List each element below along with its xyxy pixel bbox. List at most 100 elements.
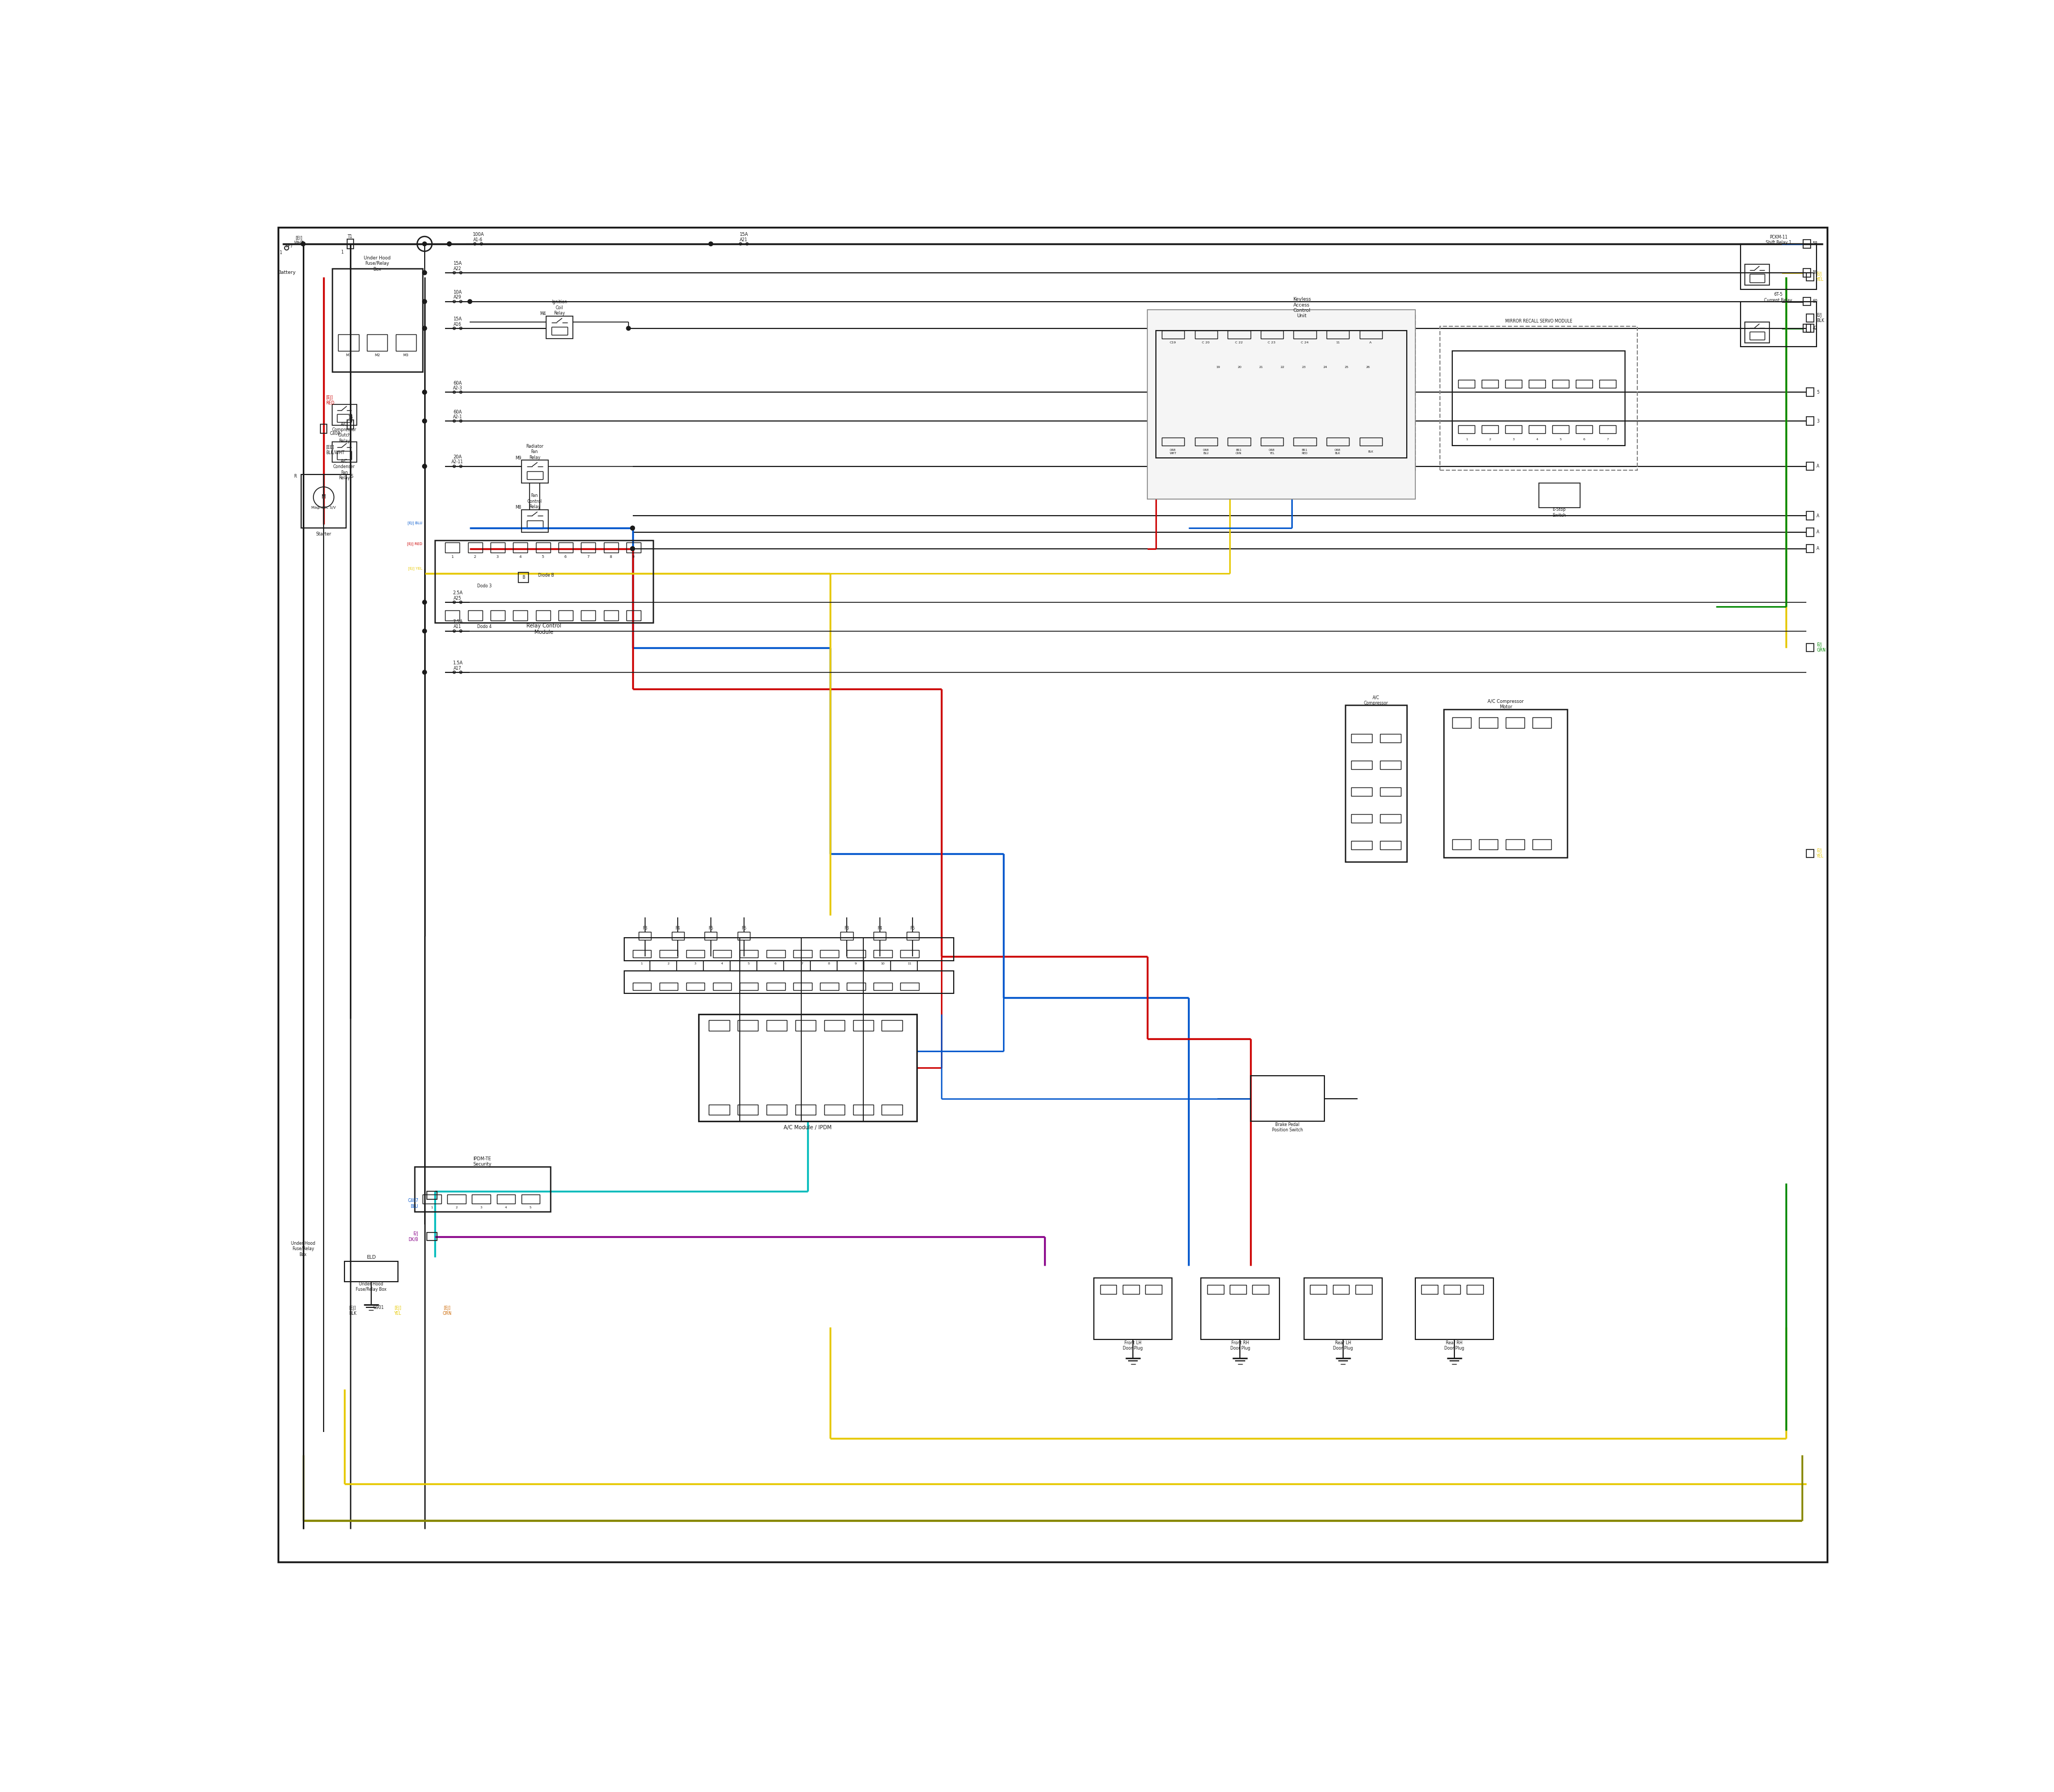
- Bar: [518, 573, 528, 582]
- Bar: [1339, 421, 1354, 430]
- Bar: [345, 1262, 398, 1281]
- Text: 3: 3: [1512, 439, 1514, 441]
- Circle shape: [423, 271, 427, 274]
- Bar: [900, 950, 918, 957]
- Text: 1: 1: [279, 251, 281, 254]
- Bar: [705, 932, 717, 941]
- Text: Diode B: Diode B: [538, 573, 555, 577]
- Text: F3: F3: [844, 926, 848, 930]
- Bar: [1380, 762, 1401, 769]
- Bar: [1380, 735, 1401, 742]
- Bar: [1189, 314, 1415, 471]
- Bar: [739, 950, 758, 957]
- Text: F6: F6: [741, 926, 746, 930]
- Bar: [1421, 1285, 1438, 1294]
- Bar: [1805, 314, 1814, 323]
- Circle shape: [423, 391, 427, 394]
- Bar: [1304, 1278, 1382, 1339]
- Text: Fan
Control
Relay: Fan Control Relay: [528, 493, 542, 509]
- Bar: [1805, 272, 1814, 281]
- Bar: [793, 950, 811, 957]
- Text: 25: 25: [1345, 366, 1349, 369]
- Bar: [1206, 348, 1391, 446]
- Circle shape: [423, 391, 427, 394]
- Bar: [1360, 330, 1382, 339]
- Text: R: R: [294, 475, 298, 478]
- Bar: [491, 543, 505, 552]
- Text: 2: 2: [1489, 439, 1491, 441]
- Text: 3: 3: [481, 1206, 483, 1210]
- Circle shape: [448, 242, 452, 246]
- Text: M3: M3: [403, 353, 409, 357]
- Bar: [824, 1104, 844, 1115]
- Bar: [1479, 839, 1497, 849]
- Circle shape: [423, 299, 427, 303]
- Bar: [1294, 330, 1317, 339]
- Text: M1: M1: [345, 353, 351, 357]
- Circle shape: [468, 299, 472, 303]
- Text: A2-11: A2-11: [452, 461, 464, 464]
- Bar: [633, 950, 651, 957]
- Bar: [546, 315, 573, 339]
- Text: Magnetic S/V: Magnetic S/V: [312, 505, 337, 509]
- Bar: [1575, 425, 1592, 434]
- Circle shape: [423, 419, 427, 423]
- Bar: [709, 1104, 729, 1115]
- Bar: [435, 541, 653, 624]
- Circle shape: [423, 464, 427, 468]
- Text: M2: M2: [374, 353, 380, 357]
- Circle shape: [448, 242, 452, 246]
- Text: A29: A29: [454, 296, 462, 299]
- Text: T1: T1: [347, 235, 353, 238]
- Text: 26: 26: [1366, 366, 1370, 369]
- Text: A2-1: A2-1: [452, 414, 462, 419]
- Circle shape: [423, 670, 427, 674]
- Text: F5: F5: [709, 926, 713, 930]
- Bar: [713, 950, 731, 957]
- Circle shape: [631, 547, 635, 550]
- Bar: [1208, 1285, 1224, 1294]
- Text: 1: 1: [1467, 439, 1469, 441]
- Text: [EJ]
ORN: [EJ] ORN: [444, 1306, 452, 1315]
- Bar: [1805, 324, 1814, 333]
- Text: [EJ] RED: [EJ] RED: [407, 541, 423, 545]
- Text: 15A: 15A: [454, 262, 462, 265]
- Bar: [1163, 330, 1185, 339]
- Text: 3: 3: [694, 962, 696, 966]
- Text: A: A: [1816, 530, 1820, 534]
- Bar: [1458, 380, 1475, 389]
- Bar: [1255, 371, 1269, 380]
- Bar: [514, 543, 528, 552]
- Bar: [820, 950, 838, 957]
- Text: 4: 4: [721, 962, 723, 966]
- Bar: [427, 1192, 438, 1199]
- Bar: [739, 982, 758, 991]
- Text: E/J
BLK: E/J BLK: [1816, 314, 1824, 323]
- Bar: [1444, 710, 1567, 858]
- Bar: [840, 932, 852, 941]
- Bar: [1095, 1278, 1173, 1339]
- Bar: [1538, 482, 1580, 507]
- Text: G901: G901: [374, 1305, 384, 1310]
- Text: 2.5A: 2.5A: [452, 591, 462, 595]
- Bar: [1101, 1285, 1117, 1294]
- Text: A16: A16: [454, 323, 462, 326]
- Bar: [1805, 643, 1814, 652]
- Bar: [1276, 421, 1290, 430]
- Text: 7.5A: 7.5A: [452, 620, 462, 624]
- Bar: [522, 1195, 540, 1204]
- Text: 22: 22: [1280, 366, 1284, 369]
- Text: A: A: [1816, 547, 1820, 552]
- Bar: [659, 982, 678, 991]
- Text: A21: A21: [739, 237, 748, 242]
- Bar: [536, 611, 550, 620]
- Bar: [497, 1195, 516, 1204]
- Text: 20: 20: [1239, 366, 1243, 369]
- Text: [EE]
BLK/WHT: [EE] BLK/WHT: [327, 444, 345, 455]
- Text: 60A: 60A: [454, 380, 462, 385]
- Text: 10: 10: [881, 962, 885, 966]
- Bar: [624, 971, 953, 993]
- Text: A: A: [1370, 342, 1372, 344]
- Bar: [793, 982, 811, 991]
- Text: 7: 7: [587, 556, 589, 559]
